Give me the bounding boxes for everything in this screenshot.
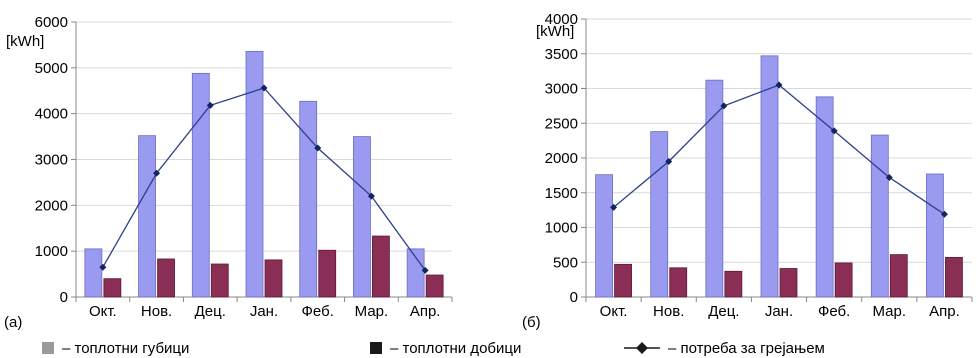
x-tick-label: Јан.: [765, 303, 793, 320]
x-tick-label: Феб.: [302, 303, 334, 320]
panel-label: (б): [522, 314, 541, 331]
y-tick-label: 0: [60, 289, 68, 306]
gain-bar: [834, 262, 853, 298]
y-tick-label: 1000: [545, 220, 578, 237]
loss-bar: [353, 136, 371, 298]
y-tick-label: 500: [553, 254, 578, 271]
x-tick-label: Феб.: [818, 303, 850, 320]
x-tick-labels: Окт. Нов. Дец. Јан. Феб. Мар. Апр.: [89, 303, 440, 320]
demand-point: [775, 81, 783, 89]
x-tick-label: Апр.: [929, 303, 960, 320]
x-tick-labels: Окт. Нов. Дец. Јан. Феб. Мар. Апр.: [600, 303, 960, 320]
x-tick-label: Апр.: [410, 303, 441, 320]
y-tick-labels: 0 500 1000 1500 2000 2500 3000 3500 4000: [545, 11, 578, 306]
legend-gains-swatch: [370, 342, 382, 354]
panel-label: (а): [4, 314, 22, 331]
gain-bar: [372, 235, 390, 298]
loss-bar: [245, 50, 264, 298]
gain-bar: [210, 263, 229, 298]
chart-panel-a: 0 1000 2000 3000 4000 5000 6000 Окт. Нов. Дец. Ја…: [4, 14, 453, 331]
loss-bar: [595, 174, 613, 298]
loss-bar: [138, 135, 156, 298]
demand-point: [421, 266, 429, 274]
y-tick-label: 1000: [35, 243, 68, 260]
x-tick-label: Мар.: [355, 303, 389, 320]
demand-point: [153, 169, 161, 177]
gain-bar: [945, 256, 963, 298]
demand-point: [260, 84, 268, 92]
x-tick-label: Нов.: [141, 303, 172, 320]
loss-bar: [406, 248, 425, 298]
legend: – топлотни губици – топлотни добици – по…: [42, 340, 825, 357]
x-tick-label: Окт.: [600, 303, 628, 320]
gridlines: [586, 18, 972, 263]
x-tick-label: Јан.: [250, 303, 278, 320]
unit-label: [kWh]: [6, 33, 44, 50]
x-tick-label: Дец.: [708, 303, 739, 320]
demand-point: [610, 203, 618, 211]
y-tick-label: 4000: [545, 11, 578, 28]
loss-bar: [191, 72, 210, 298]
gain-bar: [614, 263, 632, 298]
gain-bar: [318, 249, 337, 298]
x-tick-label: Нов.: [653, 303, 684, 320]
demand-point: [367, 192, 375, 200]
y-tick-label: 2000: [35, 197, 68, 214]
gain-bar: [779, 268, 798, 298]
x-tick-label: Мар.: [873, 303, 907, 320]
demand-point: [99, 263, 107, 271]
x-tick-label: Дец.: [195, 303, 226, 320]
y-tick-label: 2500: [545, 115, 578, 132]
y-tick-label: 3000: [545, 81, 578, 98]
demand-point: [206, 101, 214, 109]
y-tick-label: 5000: [35, 60, 68, 77]
demand-point: [940, 210, 948, 218]
demand-line: [99, 84, 429, 274]
legend-demand-label: – потреба за грејањем: [668, 340, 825, 357]
y-tick-label: 2000: [545, 150, 578, 167]
gain-bar: [669, 267, 688, 298]
loss-bar: [760, 55, 779, 298]
legend-losses-swatch: [42, 342, 54, 354]
demand-point: [885, 173, 893, 181]
loss-bar: [705, 79, 724, 298]
legend-demand-marker: [636, 342, 648, 354]
loss-bar: [299, 100, 318, 298]
y-tick-label: 1500: [545, 185, 578, 202]
bars: [84, 50, 444, 298]
unit-label: [kWh]: [536, 23, 574, 40]
loss-bar: [870, 134, 889, 298]
loss-bar: [815, 96, 834, 298]
demand-point: [314, 144, 322, 152]
loss-bar: [650, 131, 669, 298]
y-tick-label: 0: [570, 289, 578, 306]
loss-bar: [84, 248, 103, 298]
demand-point: [665, 157, 673, 165]
demand-point: [720, 102, 728, 110]
legend-gains-label: – топлотни добици: [390, 340, 521, 357]
chart-panel-b: 0 500 1000 1500 2000 2500 3000 3500 4000 Окт. Нов…: [522, 11, 973, 331]
legend-losses-label: – топлотни губици: [62, 340, 189, 357]
loss-bar: [926, 173, 944, 298]
gain-bar: [724, 270, 743, 298]
demand-point: [830, 127, 838, 135]
gain-bar: [425, 274, 444, 298]
y-tick-label: 3500: [545, 46, 578, 63]
gain-bar: [264, 259, 283, 298]
gain-bar: [889, 254, 908, 298]
gain-bar: [157, 258, 175, 298]
y-tick-label: 3000: [35, 152, 68, 169]
y-tick-label: 6000: [35, 14, 68, 31]
x-tick-label: Окт.: [89, 303, 117, 320]
y-tick-label: 4000: [35, 106, 68, 123]
gain-bar: [103, 278, 122, 298]
y-tick-labels: 0 1000 2000 3000 4000 5000 6000: [35, 14, 68, 306]
demand-line: [610, 81, 948, 218]
